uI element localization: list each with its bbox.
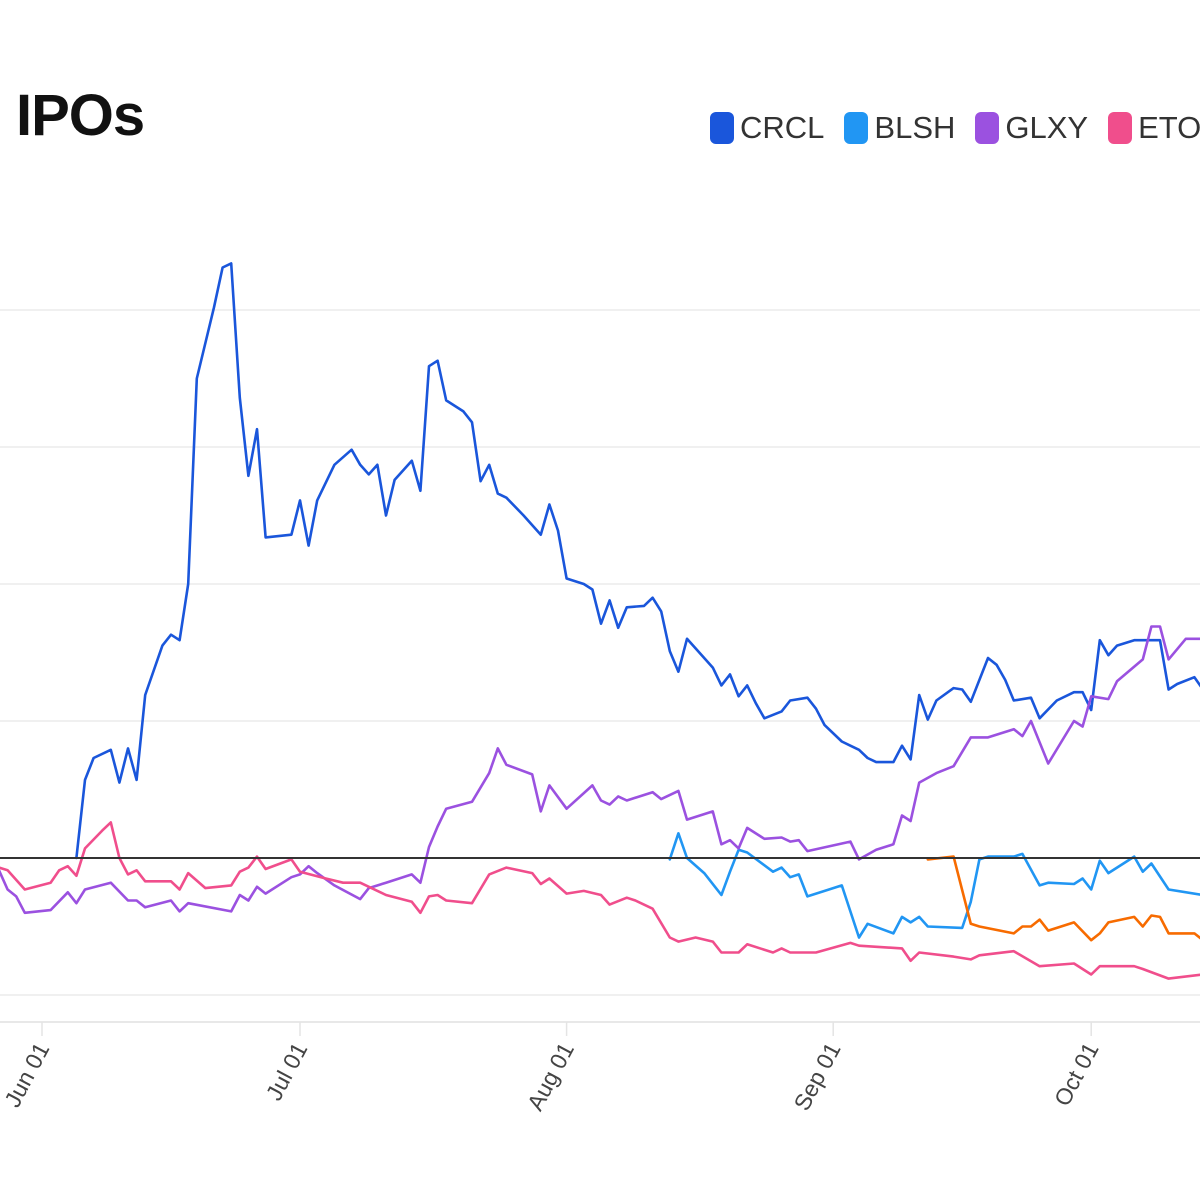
chart-title: IPOs [16, 83, 145, 148]
legend: CRCL BLSH GLXY ETOR [710, 110, 1200, 146]
legend-swatch [844, 112, 869, 144]
legend-item-etor: ETOR [1108, 110, 1200, 146]
x-tick-label: Jul 01 [261, 1038, 313, 1104]
legend-swatch [1108, 112, 1133, 144]
x-tick-label: Jun 01 [0, 1038, 54, 1111]
legend-label: CRCL [740, 110, 825, 145]
legend-swatch [710, 112, 734, 144]
series-line-blsh [668, 832, 1200, 939]
legend-label: ETOR [1138, 110, 1200, 145]
x-tick-label: Sep 01 [788, 1038, 845, 1115]
legend-label: GLXY [1005, 110, 1089, 145]
legend-swatch [975, 112, 1000, 144]
legend-item-glxy: GLXY [975, 110, 1088, 146]
x-tick-label: Aug 01 [522, 1038, 579, 1115]
x-tick-label: Oct 01 [1049, 1038, 1104, 1110]
legend-item-blsh: BLSH [844, 110, 955, 146]
series-line-etor [0, 821, 1200, 980]
legend-label: BLSH [874, 110, 956, 145]
series-line-crcl [75, 262, 1200, 860]
series-line-unnamed [926, 855, 1200, 942]
series-line-glxy [0, 625, 1200, 915]
legend-item-crcl: CRCL [710, 110, 824, 146]
